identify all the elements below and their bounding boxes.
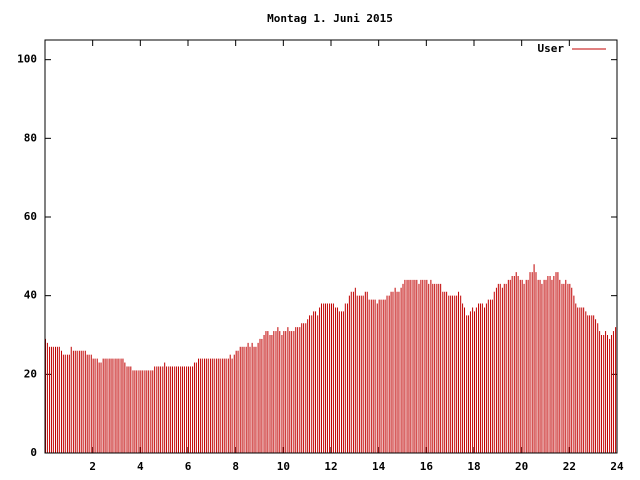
x-tick-label: 14 (372, 460, 386, 473)
x-tick-label: 12 (324, 460, 337, 473)
x-tick-label: 6 (185, 460, 192, 473)
chart-title: Montag 1. Juni 2015 (267, 12, 393, 25)
x-tick-label: 8 (232, 460, 239, 473)
x-tick-label: 2 (89, 460, 96, 473)
plot-border (44, 39, 618, 454)
x-tick-label: 10 (277, 460, 290, 473)
y-tick-label: 80 (24, 131, 37, 144)
x-tick-label: 22 (563, 460, 576, 473)
y-tick-label: 40 (24, 289, 37, 302)
y-tick-label: 100 (17, 53, 37, 66)
x-tick-label: 16 (420, 460, 434, 473)
legend-label: User (538, 42, 565, 55)
y-tick-label: 0 (30, 446, 37, 459)
x-tick-label: 18 (467, 460, 480, 473)
x-tick-label: 20 (515, 460, 528, 473)
y-tick-label: 20 (24, 367, 37, 380)
x-tick-label: 24 (610, 460, 624, 473)
y-tick-label: 60 (24, 210, 37, 223)
x-tick-label: 4 (137, 460, 144, 473)
